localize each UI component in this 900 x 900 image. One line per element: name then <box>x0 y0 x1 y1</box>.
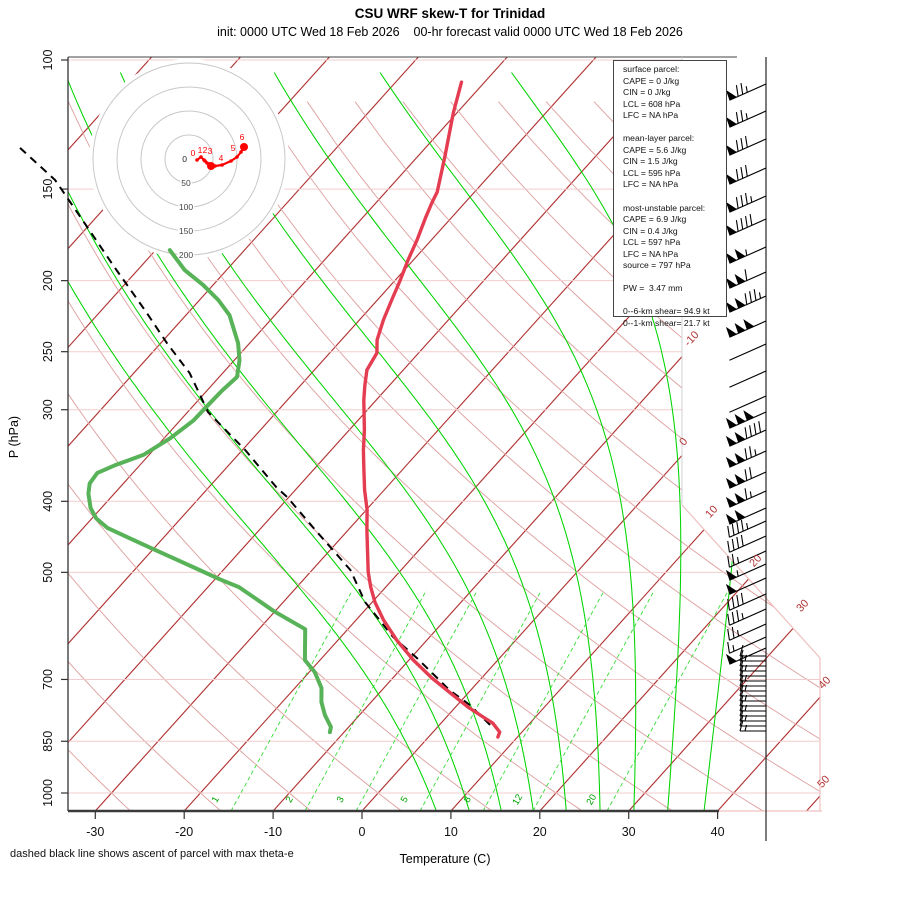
svg-text:200: 200 <box>179 250 193 260</box>
svg-text:20: 20 <box>533 825 547 839</box>
y-axis-title: P (hPa) <box>7 415 21 459</box>
svg-text:2: 2 <box>203 145 208 155</box>
info-line: LFC = NA hPa <box>623 179 679 190</box>
svg-text:40: 40 <box>816 674 833 691</box>
svg-text:0: 0 <box>677 436 690 449</box>
svg-text:0: 0 <box>359 825 366 839</box>
svg-text:0: 0 <box>182 154 187 164</box>
info-line: CIN = 0.4 J/kg <box>623 225 678 236</box>
info-line <box>623 191 726 203</box>
svg-text:-20: -20 <box>175 825 193 839</box>
svg-text:-30: -30 <box>86 825 104 839</box>
svg-text:3: 3 <box>335 795 347 805</box>
info-line: source = 797 hPa <box>623 260 691 271</box>
svg-text:1: 1 <box>210 795 222 805</box>
svg-text:50: 50 <box>815 773 832 790</box>
svg-text:8: 8 <box>462 795 474 805</box>
info-line: CIN = 0 J/kg <box>623 87 671 98</box>
svg-text:150: 150 <box>41 179 55 200</box>
info-line <box>623 272 726 284</box>
info-line: LFC = NA hPa <box>623 110 679 121</box>
info-line: LCL = 597 hPa <box>623 237 681 248</box>
svg-text:10: 10 <box>444 825 458 839</box>
info-line: CAPE = 5.6 J/kg <box>623 144 687 155</box>
svg-text:20: 20 <box>584 792 599 807</box>
svg-text:250: 250 <box>41 341 55 362</box>
info-line: mean-layer parcel: <box>623 133 695 144</box>
info-line <box>623 122 726 134</box>
svg-text:4: 4 <box>219 153 224 163</box>
chart-subtitle: init: 0000 UTC Wed 18 Feb 2026 00-hr for… <box>217 25 683 39</box>
svg-text:700: 700 <box>41 669 55 690</box>
svg-text:300: 300 <box>41 399 55 420</box>
svg-text:500: 500 <box>41 562 55 583</box>
svg-text:3: 3 <box>208 146 213 156</box>
info-line: surface parcel: <box>623 64 680 74</box>
svg-text:10: 10 <box>703 503 720 520</box>
info-line: most-unstable parcel: <box>623 202 706 213</box>
svg-text:0: 0 <box>191 148 196 158</box>
svg-text:850: 850 <box>41 731 55 752</box>
info-line: LCL = 608 hPa <box>623 98 681 109</box>
svg-text:30: 30 <box>794 597 811 614</box>
svg-text:100: 100 <box>41 50 55 71</box>
parcel-info-box: surface parcel: CAPE = 0 J/kg CIN = 0 J/kg… <box>613 60 727 328</box>
info-line: CAPE = 6.9 J/kg <box>623 214 687 225</box>
info-line: PW = 3.47 mm <box>623 283 683 294</box>
info-line: CIN = 1.5 J/kg <box>623 156 678 167</box>
svg-text:12: 12 <box>510 792 525 807</box>
svg-text:1: 1 <box>198 145 203 155</box>
svg-text:40: 40 <box>711 825 725 839</box>
chart-title: CSU WRF skew-T for Trinidad <box>354 6 546 21</box>
x-axis-title: Temperature (C) <box>399 852 491 866</box>
info-line <box>623 295 726 307</box>
svg-text:150: 150 <box>179 226 193 236</box>
svg-text:100: 100 <box>179 202 193 212</box>
svg-text:5: 5 <box>231 143 236 153</box>
footnote: dashed black line shows ascent of parcel… <box>10 848 294 860</box>
svg-text:400: 400 <box>41 491 55 512</box>
svg-text:50: 50 <box>181 178 191 188</box>
svg-text:200: 200 <box>41 270 55 291</box>
svg-text:6: 6 <box>240 132 245 142</box>
info-line: LFC = NA hPa <box>623 248 679 259</box>
svg-text:2: 2 <box>284 795 296 805</box>
svg-text:1000: 1000 <box>41 779 55 807</box>
svg-text:-10: -10 <box>264 825 282 839</box>
info-line: 0--1-km shear= 21.7 kt <box>623 318 710 329</box>
info-line: 0--6-km shear= 94.9 kt <box>623 306 710 317</box>
info-line: CAPE = 0 J/kg <box>623 75 680 86</box>
svg-text:30: 30 <box>622 825 636 839</box>
svg-text:20: 20 <box>747 552 764 569</box>
svg-text:-10: -10 <box>682 329 702 349</box>
svg-text:5: 5 <box>399 795 411 805</box>
info-line: LCL = 595 hPa <box>623 167 681 178</box>
